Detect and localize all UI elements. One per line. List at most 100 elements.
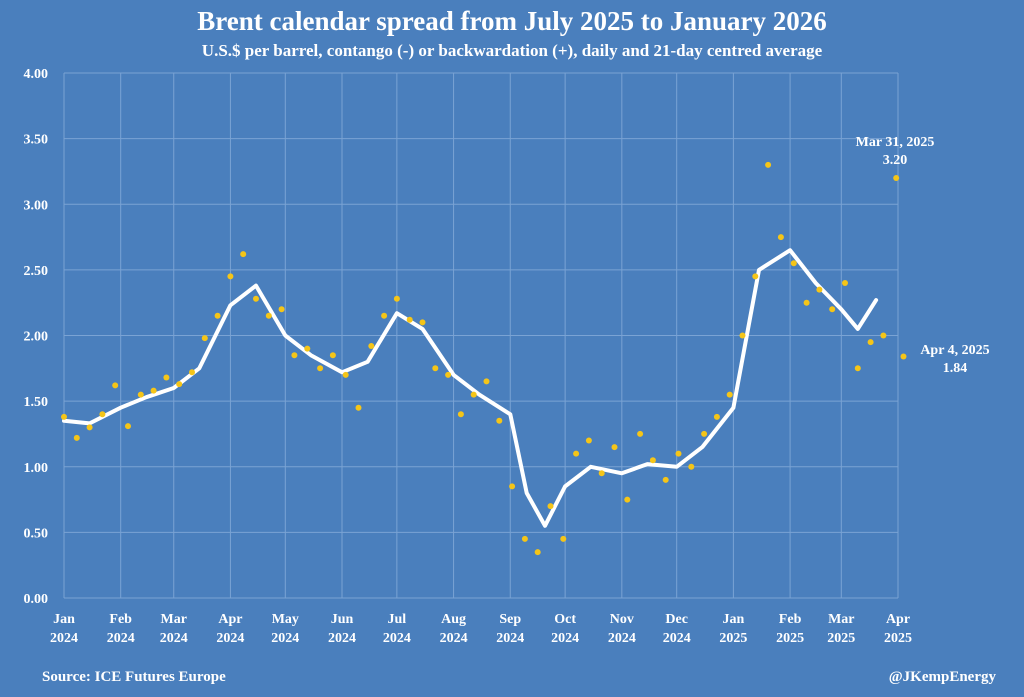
- x-tick-label: Apr: [218, 612, 242, 627]
- daily-series: [61, 161, 907, 556]
- daily-point: [598, 470, 605, 477]
- daily-point: [86, 424, 93, 431]
- x-tick-label: 2024: [50, 631, 78, 646]
- daily-point: [317, 365, 324, 372]
- y-tick-label: 3.00: [24, 198, 49, 213]
- average-series: [62, 248, 879, 528]
- x-tick-label: 2024: [383, 631, 411, 646]
- daily-point: [201, 335, 208, 342]
- x-tick-label: May: [272, 612, 299, 627]
- x-tick-label: 2024: [328, 631, 356, 646]
- daily-point: [880, 332, 887, 339]
- daily-point: [726, 391, 733, 398]
- daily-point: [900, 353, 907, 360]
- y-tick-label: 0.00: [24, 592, 49, 607]
- daily-point: [342, 371, 349, 378]
- daily-point: [253, 295, 259, 302]
- x-axis: Jan 2024 Feb 2024 Mar 2024 Apr 2024 May 2024 Jun 20…: [50, 612, 912, 646]
- daily-point: [137, 391, 144, 398]
- x-tick-label: Dec: [665, 612, 688, 627]
- x-tick-label: 2024: [216, 631, 244, 646]
- average-line: [62, 248, 879, 528]
- x-tick-label: 2025: [719, 631, 747, 646]
- daily-point: [803, 299, 810, 306]
- daily-point: [278, 306, 285, 313]
- daily-point: [893, 175, 900, 181]
- daily-point: [304, 345, 311, 352]
- x-tick-label: Nov: [610, 612, 634, 627]
- daily-point: [406, 316, 413, 323]
- daily-point: [265, 312, 272, 319]
- daily-point: [291, 352, 298, 359]
- daily-point: [470, 391, 477, 398]
- daily-point: [112, 382, 119, 389]
- annotation-label: Apr 4, 2025: [920, 343, 989, 358]
- daily-point: [329, 352, 336, 359]
- x-tick-label: Feb: [109, 612, 132, 627]
- y-tick-label: 0.50: [24, 526, 49, 541]
- y-tick-label: 1.00: [24, 461, 49, 476]
- daily-point: [624, 496, 631, 503]
- daily-point: [521, 535, 528, 542]
- annotation-value: 3.20: [883, 153, 908, 168]
- x-tick-label: Oct: [554, 612, 576, 627]
- daily-point: [547, 503, 554, 510]
- y-axis: 0.00 0.50 1.00 1.50 2.00 2.50 3.00 3.50 4.00: [24, 67, 49, 607]
- daily-point: [675, 450, 682, 457]
- x-tick-label: Jul: [388, 612, 407, 627]
- daily-point: [176, 381, 183, 388]
- x-tick-label: Jun: [331, 612, 354, 627]
- source-note: Source: ICE Futures Europe: [42, 669, 226, 685]
- annotation-label: Mar 31, 2025: [856, 135, 935, 150]
- y-tick-label: 1.50: [24, 395, 49, 410]
- daily-point: [842, 280, 848, 286]
- x-tick-label: Apr: [886, 612, 910, 627]
- daily-point: [381, 312, 388, 319]
- x-tick-label: 2025: [827, 631, 855, 646]
- daily-point: [560, 535, 567, 542]
- daily-point: [99, 411, 106, 418]
- y-tick-label: 3.50: [24, 133, 49, 148]
- daily-point: [765, 161, 772, 168]
- daily-point: [829, 306, 836, 313]
- daily-point: [419, 319, 426, 326]
- x-tick-label: 2024: [160, 631, 188, 646]
- daily-point: [509, 483, 516, 490]
- x-tick-label: 2024: [107, 631, 135, 646]
- daily-point: [867, 339, 874, 346]
- daily-point: [688, 463, 695, 470]
- daily-point: [445, 371, 452, 378]
- x-tick-label: Jan: [53, 612, 75, 627]
- daily-point: [534, 549, 541, 556]
- daily-point: [355, 404, 362, 411]
- daily-point: [701, 430, 708, 437]
- daily-point: [214, 312, 221, 319]
- annotation-value: 1.84: [943, 361, 968, 376]
- daily-point: [662, 476, 669, 483]
- chart-title: Brent calendar spread from July 2025 to …: [197, 6, 827, 36]
- daily-point: [240, 251, 247, 258]
- daily-point: [496, 417, 503, 424]
- daily-point: [227, 273, 234, 280]
- daily-point: [573, 450, 580, 457]
- daily-point: [752, 273, 759, 280]
- gridlines: [63, 72, 899, 599]
- x-tick-label: 2024: [496, 631, 524, 646]
- daily-point: [790, 260, 797, 267]
- y-tick-label: 2.50: [24, 264, 49, 279]
- x-tick-label: 2025: [884, 631, 912, 646]
- y-tick-label: 4.00: [24, 67, 49, 82]
- daily-point: [189, 369, 195, 376]
- x-tick-label: Mar: [828, 612, 854, 627]
- x-tick-label: Feb: [779, 612, 802, 627]
- x-tick-label: Mar: [161, 612, 187, 627]
- daily-point: [73, 434, 80, 441]
- daily-point: [649, 457, 656, 464]
- daily-point: [585, 437, 592, 444]
- credit: @JKempEnergy: [889, 669, 997, 685]
- daily-point: [432, 365, 439, 372]
- x-tick-label: 2024: [440, 631, 468, 646]
- daily-point: [61, 413, 67, 420]
